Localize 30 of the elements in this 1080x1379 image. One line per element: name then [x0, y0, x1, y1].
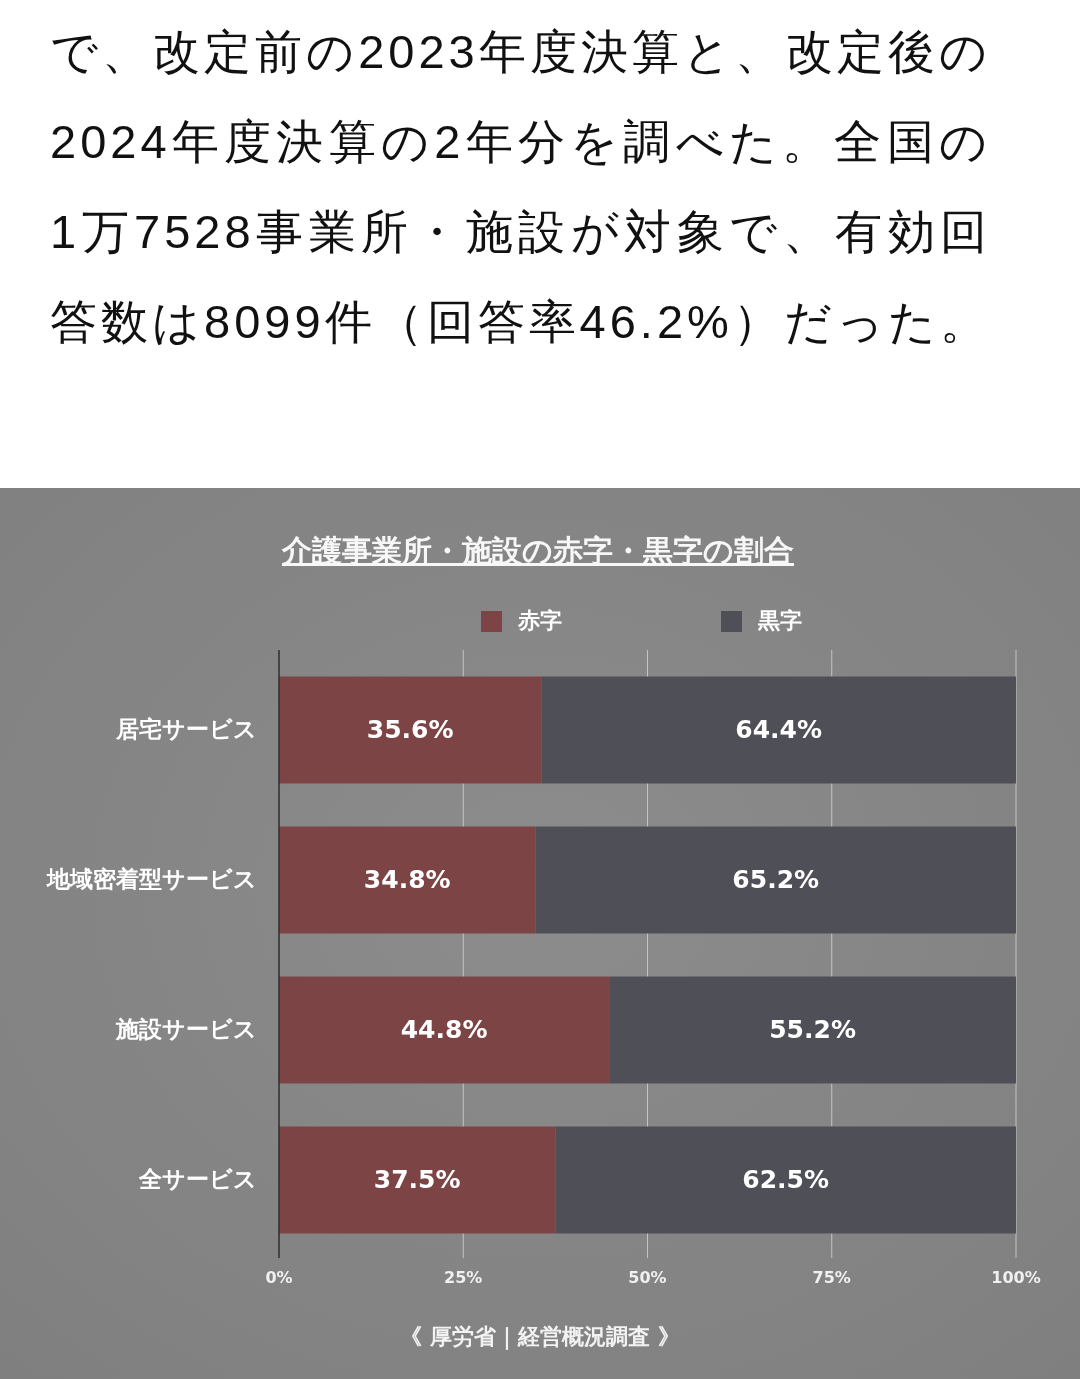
bar — [555, 1126, 1016, 1234]
legend-label: 黒字 — [757, 608, 802, 633]
y-tick-label: 施設サービス — [115, 1015, 257, 1042]
bar — [609, 976, 1016, 1084]
bar — [279, 826, 536, 934]
x-tick-label: 50% — [628, 1267, 667, 1287]
x-tick-label: 100% — [991, 1267, 1041, 1287]
bar — [541, 676, 1016, 784]
bar — [279, 1126, 556, 1234]
data-label: 37.5% — [373, 1165, 461, 1194]
y-tick-label: 居宅サービス — [115, 715, 257, 742]
x-tick-label: 0% — [265, 1267, 293, 1287]
x-tick-label: 25% — [444, 1267, 483, 1287]
y-tick-label: 地域密着型サービス — [46, 865, 257, 892]
data-label: 35.6% — [366, 715, 454, 744]
text: 《 厚労省｜経営概況調査 》 — [400, 1324, 680, 1350]
data-label: 55.2% — [769, 1015, 856, 1044]
text: で、改定前の2023年度決算と、改定後の2024年度決算の2年分を調べた。全国の1万7528事業所・施設が対象で、有効回答数は8099件（回答率46.2%）だった。 — [50, 24, 991, 350]
data-label: 44.8% — [400, 1015, 488, 1044]
bar — [279, 676, 542, 784]
bar — [535, 826, 1016, 934]
chart-title: 介護事業所・施設の赤字・黒字の割合 — [281, 533, 794, 568]
data-label: 64.4% — [735, 715, 823, 744]
y-tick-label: 全サービス — [138, 1165, 257, 1192]
bar — [279, 976, 610, 1084]
legend-label: 赤字 — [517, 608, 562, 633]
data-label: 34.8% — [363, 865, 451, 894]
data-label: 62.5% — [742, 1165, 830, 1194]
data-label: 65.2% — [732, 865, 820, 894]
x-tick-label: 75% — [812, 1267, 851, 1287]
